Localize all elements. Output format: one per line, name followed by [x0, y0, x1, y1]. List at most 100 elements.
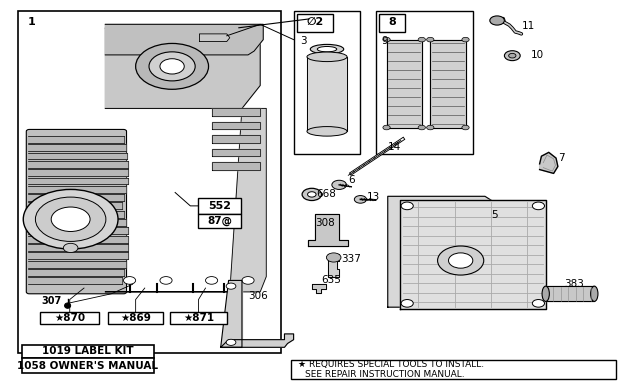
Circle shape — [308, 192, 316, 197]
Polygon shape — [28, 194, 125, 201]
Text: 13: 13 — [366, 192, 379, 202]
Polygon shape — [28, 161, 128, 168]
Circle shape — [401, 300, 414, 307]
Polygon shape — [28, 144, 126, 151]
Circle shape — [160, 59, 184, 74]
Polygon shape — [388, 196, 497, 307]
Circle shape — [401, 202, 414, 210]
Circle shape — [160, 276, 172, 284]
Circle shape — [383, 37, 390, 42]
Circle shape — [302, 188, 322, 201]
Ellipse shape — [64, 303, 71, 308]
Text: 8: 8 — [388, 17, 396, 27]
Bar — [376, 11, 473, 154]
Polygon shape — [105, 109, 266, 292]
Circle shape — [505, 51, 520, 60]
Circle shape — [226, 283, 236, 289]
Bar — [294, 11, 360, 154]
Polygon shape — [105, 28, 260, 109]
Text: 635: 635 — [321, 275, 341, 285]
Polygon shape — [400, 200, 546, 309]
Circle shape — [326, 253, 341, 262]
Circle shape — [462, 37, 469, 42]
Polygon shape — [211, 135, 260, 143]
Ellipse shape — [307, 52, 347, 62]
Text: 668: 668 — [316, 189, 336, 199]
Text: 337: 337 — [342, 254, 361, 264]
Circle shape — [533, 300, 544, 307]
Polygon shape — [221, 280, 242, 347]
Circle shape — [355, 196, 366, 203]
Circle shape — [332, 180, 347, 189]
Bar — [379, 14, 405, 32]
Polygon shape — [28, 228, 128, 234]
Polygon shape — [28, 219, 126, 226]
Text: 10: 10 — [531, 50, 544, 60]
Text: 308: 308 — [315, 218, 335, 228]
Text: 6: 6 — [348, 175, 355, 185]
Circle shape — [242, 276, 254, 284]
Circle shape — [136, 44, 208, 89]
Polygon shape — [28, 203, 122, 209]
Ellipse shape — [307, 127, 347, 136]
Circle shape — [418, 37, 425, 42]
Bar — [108, 312, 163, 325]
Bar — [22, 345, 154, 358]
Ellipse shape — [542, 286, 549, 301]
Text: 5: 5 — [491, 211, 498, 221]
Circle shape — [383, 125, 390, 130]
Circle shape — [448, 253, 473, 268]
Circle shape — [490, 16, 505, 25]
Polygon shape — [546, 286, 595, 301]
Polygon shape — [28, 177, 128, 184]
Text: 87@: 87@ — [207, 216, 232, 226]
Bar — [198, 198, 241, 214]
Polygon shape — [28, 169, 128, 176]
Circle shape — [533, 202, 544, 210]
Text: 1: 1 — [27, 17, 35, 27]
Circle shape — [149, 52, 195, 81]
Text: 1058 OWNER'S MANUAL: 1058 OWNER'S MANUAL — [17, 361, 159, 371]
Ellipse shape — [310, 44, 343, 54]
Bar — [22, 358, 154, 373]
Polygon shape — [312, 284, 326, 293]
Polygon shape — [328, 254, 339, 276]
Text: 383: 383 — [564, 279, 584, 289]
Circle shape — [508, 54, 516, 58]
Text: ★ REQUIRES SPECIAL TOOLS TO INSTALL.: ★ REQUIRES SPECIAL TOOLS TO INSTALL. — [298, 360, 484, 369]
Circle shape — [63, 243, 78, 253]
Bar — [291, 360, 616, 379]
Ellipse shape — [317, 47, 337, 52]
Circle shape — [35, 197, 106, 241]
Text: ∅2: ∅2 — [306, 17, 324, 27]
Circle shape — [462, 125, 469, 130]
Text: 9: 9 — [382, 36, 388, 46]
Text: 306: 306 — [248, 291, 268, 301]
Polygon shape — [539, 152, 558, 173]
Circle shape — [427, 125, 434, 130]
Bar — [19, 11, 281, 353]
Text: ★870: ★870 — [54, 313, 86, 323]
Bar — [170, 312, 227, 325]
Ellipse shape — [591, 286, 598, 301]
Text: 3: 3 — [299, 36, 306, 46]
Circle shape — [51, 207, 90, 231]
Text: SEE REPAIR INSTRUCTION MANUAL.: SEE REPAIR INSTRUCTION MANUAL. — [305, 370, 465, 378]
Circle shape — [226, 339, 236, 345]
Text: ★871: ★871 — [183, 313, 214, 323]
Polygon shape — [308, 214, 348, 246]
Polygon shape — [28, 244, 128, 251]
Text: 1019 LABEL KIT: 1019 LABEL KIT — [42, 346, 134, 356]
Polygon shape — [28, 186, 126, 193]
Polygon shape — [28, 152, 128, 159]
Circle shape — [427, 37, 434, 42]
Text: 307: 307 — [42, 296, 62, 306]
Polygon shape — [386, 40, 422, 127]
Text: 552: 552 — [208, 201, 231, 211]
Polygon shape — [211, 149, 260, 156]
Bar — [296, 14, 333, 32]
Polygon shape — [211, 122, 260, 129]
Polygon shape — [28, 261, 126, 268]
Text: 7: 7 — [558, 153, 564, 163]
Text: ★869: ★869 — [120, 313, 151, 323]
